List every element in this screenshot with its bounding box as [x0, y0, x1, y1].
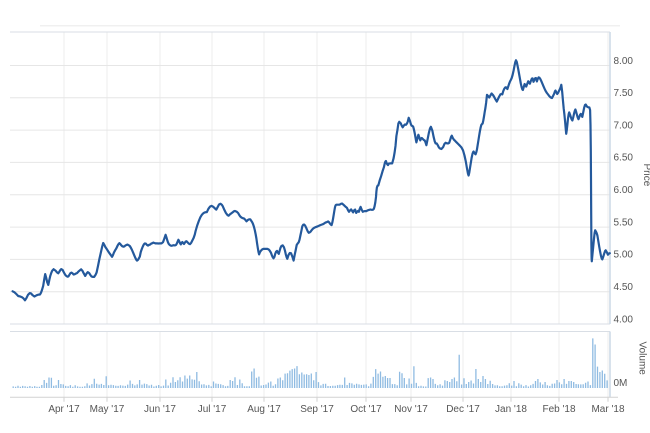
svg-text:Feb '18: Feb '18: [542, 404, 575, 415]
svg-text:5.50: 5.50: [614, 217, 634, 228]
svg-text:0M: 0M: [614, 378, 628, 389]
svg-text:Jul '17: Jul '17: [198, 404, 227, 415]
svg-text:8.00: 8.00: [614, 56, 634, 67]
svg-text:Price: Price: [641, 164, 650, 187]
svg-text:Volume: Volume: [637, 342, 648, 376]
svg-text:5.00: 5.00: [614, 250, 634, 261]
svg-text:May '17: May '17: [90, 404, 125, 415]
svg-text:Jan '18: Jan '18: [495, 404, 527, 415]
svg-text:Sep '17: Sep '17: [300, 404, 334, 415]
svg-text:Mar '18: Mar '18: [591, 404, 624, 415]
svg-text:Nov '17: Nov '17: [394, 404, 428, 415]
svg-text:Aug '17: Aug '17: [247, 404, 281, 415]
svg-text:6.50: 6.50: [614, 153, 634, 164]
svg-text:Oct '17: Oct '17: [350, 404, 382, 415]
svg-text:7.00: 7.00: [614, 120, 634, 131]
svg-text:Jun '17: Jun '17: [144, 404, 176, 415]
svg-text:Apr '17: Apr '17: [48, 404, 80, 415]
svg-text:6.00: 6.00: [614, 185, 634, 196]
svg-text:4.00: 4.00: [614, 314, 634, 325]
svg-text:7.50: 7.50: [614, 88, 634, 99]
svg-text:Dec '17: Dec '17: [446, 404, 480, 415]
svg-text:4.50: 4.50: [614, 282, 634, 293]
